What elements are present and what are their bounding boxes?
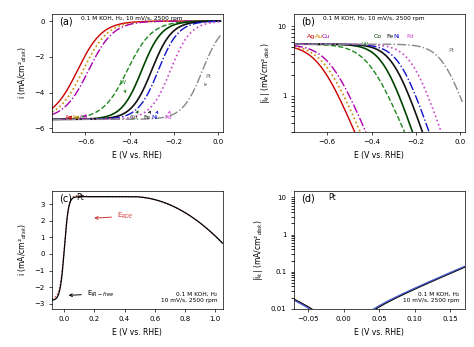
- Text: E$_{IR-free}$: E$_{IR-free}$: [70, 289, 114, 299]
- Text: (b): (b): [301, 16, 315, 26]
- Text: Pt: Pt: [448, 48, 454, 53]
- Text: Ag: Ag: [307, 34, 316, 39]
- X-axis label: E (V vs. RHE): E (V vs. RHE): [112, 328, 162, 337]
- Text: Au: Au: [73, 115, 81, 120]
- Text: Fe: Fe: [386, 34, 393, 39]
- Text: W: W: [362, 42, 367, 46]
- Text: Au: Au: [315, 34, 323, 39]
- Text: Cu: Cu: [80, 115, 89, 120]
- Text: Fe: Fe: [144, 111, 151, 120]
- X-axis label: E (V vs. RHE): E (V vs. RHE): [112, 151, 162, 160]
- X-axis label: E (V vs. RHE): E (V vs. RHE): [355, 151, 404, 160]
- Y-axis label: |i$_k$| (mA/cm²$_{disk}$): |i$_k$| (mA/cm²$_{disk}$): [252, 219, 265, 280]
- X-axis label: E (V vs. RHE): E (V vs. RHE): [355, 328, 404, 337]
- Text: (a): (a): [59, 16, 73, 26]
- Text: 0.1 M KOH, H₂, 10 mV/s, 2500 rpm: 0.1 M KOH, H₂, 10 mV/s, 2500 rpm: [323, 16, 425, 21]
- Text: Co: Co: [130, 111, 138, 120]
- Text: Pt: Pt: [328, 193, 336, 202]
- Text: Ag: Ag: [65, 115, 73, 120]
- Text: Pd: Pd: [164, 111, 172, 120]
- Text: Ni: Ni: [394, 34, 400, 39]
- Text: Pd: Pd: [407, 34, 414, 39]
- Text: 0.1 M KOH, H₂
10 mV/s, 2500 rpm: 0.1 M KOH, H₂ 10 mV/s, 2500 rpm: [403, 292, 459, 303]
- Text: (d): (d): [301, 193, 315, 203]
- Y-axis label: |i$_k$| (mA/cm²$_{disk}$): |i$_k$| (mA/cm²$_{disk}$): [259, 42, 272, 103]
- Y-axis label: i (mA/cm²$_{disk}$): i (mA/cm²$_{disk}$): [16, 46, 28, 99]
- Text: Cu: Cu: [322, 34, 330, 39]
- Text: Co: Co: [374, 34, 383, 39]
- Text: W: W: [120, 79, 126, 93]
- Text: Ni: Ni: [152, 111, 158, 120]
- Text: E$_{RDE}$: E$_{RDE}$: [95, 211, 134, 221]
- Text: 0.1 M KOH, H₂, 10 mV/s, 2500 rpm: 0.1 M KOH, H₂, 10 mV/s, 2500 rpm: [81, 16, 183, 21]
- Y-axis label: i (mA/cm²$_{disk}$): i (mA/cm²$_{disk}$): [16, 223, 28, 276]
- Text: 0.1 M KOH, H₂
10 mV/s, 2500 rpm: 0.1 M KOH, H₂ 10 mV/s, 2500 rpm: [161, 292, 218, 303]
- Text: Pt: Pt: [205, 74, 211, 85]
- Text: Pt: Pt: [76, 193, 84, 202]
- Text: (c): (c): [59, 193, 72, 203]
